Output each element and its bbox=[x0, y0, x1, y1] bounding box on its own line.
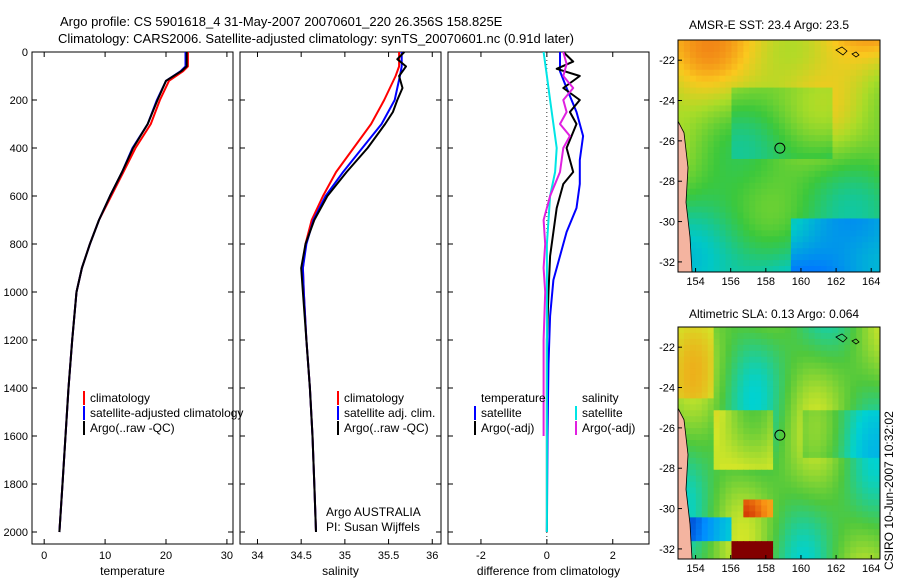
x-tick-label: 10 bbox=[99, 550, 111, 562]
lon-tick-label: 156 bbox=[722, 276, 740, 288]
lat-tick-label: -26 bbox=[659, 423, 675, 435]
map-frame bbox=[677, 326, 881, 560]
temperature-panel: 0 10 20 30 0 200 400 600 800 1000 1200 1400 1600 1800… bbox=[4, 47, 234, 578]
island-outline bbox=[851, 51, 860, 58]
argo-location-marker bbox=[774, 429, 786, 441]
credit-line1: Argo AUSTRALIA bbox=[326, 505, 421, 519]
sla-map: 154 156 158 160 162 164 -22 -24 -26 -28 -30 -32 bbox=[659, 326, 881, 575]
x-tick-label: 34 bbox=[251, 550, 263, 562]
lat-tick-label: -30 bbox=[659, 217, 675, 229]
lat-tick-label: -28 bbox=[659, 463, 675, 475]
island-outline bbox=[835, 333, 848, 343]
lon-tick-label: 160 bbox=[792, 276, 810, 288]
difference-panel: -2 0 2 difference from climatology bbox=[447, 51, 650, 578]
lat-tick-label: -26 bbox=[659, 136, 675, 148]
island-outline bbox=[851, 338, 860, 345]
legend-label: Argo(..raw -QC) bbox=[344, 421, 429, 435]
land-mass bbox=[678, 408, 693, 559]
salinity-legend: climatology satellite adj. clim. Argo(..… bbox=[337, 391, 435, 435]
map-color-field bbox=[678, 40, 880, 272]
lat-tick-label: -24 bbox=[659, 383, 675, 395]
y-tick-label: 800 bbox=[10, 239, 28, 251]
lat-tick-label: -24 bbox=[659, 96, 675, 108]
lon-tick-label: 156 bbox=[722, 563, 740, 575]
map-frame bbox=[677, 39, 881, 273]
series-line-argo-raw-qc- bbox=[300, 51, 407, 533]
plot-frame bbox=[31, 51, 234, 545]
lon-tick-label: 158 bbox=[757, 563, 775, 575]
x-tick-label: 35 bbox=[339, 550, 351, 562]
credit-line2: PI: Susan Wijffels bbox=[326, 520, 420, 534]
y-tick-label: 2000 bbox=[4, 527, 28, 539]
lon-tick-label: 162 bbox=[827, 563, 845, 575]
lat-tick-label: -32 bbox=[659, 544, 675, 556]
series-line-salinity-satellite bbox=[542, 51, 558, 532]
lat-tick-label: -28 bbox=[659, 176, 675, 188]
legend-label: satellite-adjusted climatology bbox=[90, 406, 243, 420]
x-tick-label: -2 bbox=[476, 550, 486, 562]
legend-label: climatology bbox=[90, 391, 150, 405]
lat-tick-label: -22 bbox=[659, 342, 675, 354]
legend-label: Argo(-adj) bbox=[582, 421, 635, 435]
series-line-argo-raw-qc- bbox=[58, 52, 188, 533]
lon-tick-label: 162 bbox=[827, 276, 845, 288]
lon-tick-label: 158 bbox=[757, 276, 775, 288]
series-line-temperature-satellite bbox=[545, 52, 585, 533]
legend-label: temperature bbox=[481, 391, 546, 405]
legend-label: satellite adj. clim. bbox=[344, 406, 435, 420]
footer-timestamp: CSIRO 10-Jun-2007 10:32:02 bbox=[882, 411, 896, 570]
lon-tick-label: 160 bbox=[792, 563, 810, 575]
x-tick-label: 30 bbox=[221, 550, 233, 562]
sst-map-title: AMSR-E SST: 23.4 Argo: 23.5 bbox=[689, 18, 849, 32]
y-tick-label: 0 bbox=[22, 47, 28, 59]
y-tick-label: 400 bbox=[10, 143, 28, 155]
lon-tick-label: 154 bbox=[686, 563, 704, 575]
salinity-panel: 34 34.5 35 35.5 36 salinity bbox=[239, 51, 442, 578]
legend-label: salinity bbox=[582, 391, 619, 405]
figure-title-line2: Climatology: CARS2006. Satellite-adjuste… bbox=[58, 31, 574, 46]
legend-label: satellite bbox=[481, 406, 522, 420]
series-line-salinity-argo-adj- bbox=[542, 51, 575, 436]
x-tick-label: 2 bbox=[610, 550, 616, 562]
y-tick-label: 1200 bbox=[4, 335, 28, 347]
x-axis-label: temperature bbox=[100, 564, 165, 578]
lat-tick-label: -22 bbox=[659, 55, 675, 67]
lon-tick-label: 154 bbox=[686, 276, 704, 288]
x-tick-label: 36 bbox=[426, 550, 438, 562]
difference-legend: temperature satellite Argo(-adj) salinit… bbox=[474, 391, 635, 435]
y-tick-label: 1400 bbox=[4, 383, 28, 395]
island-outline bbox=[835, 46, 848, 56]
x-tick-label: 20 bbox=[160, 550, 172, 562]
lon-tick-label: 164 bbox=[862, 563, 880, 575]
lon-tick-label: 164 bbox=[862, 276, 880, 288]
sla-map-title: Altimetric SLA: 0.13 Argo: 0.064 bbox=[689, 307, 859, 321]
legend-label: climatology bbox=[344, 391, 404, 405]
lat-tick-label: -32 bbox=[659, 257, 675, 269]
x-tick-label: 34.5 bbox=[290, 550, 311, 562]
y-tick-label: 1600 bbox=[4, 431, 28, 443]
x-tick-label: 0 bbox=[41, 550, 47, 562]
legend-label: Argo(..raw -QC) bbox=[90, 421, 175, 435]
y-tick-label: 200 bbox=[10, 95, 28, 107]
legend-label: Argo(-adj) bbox=[481, 421, 534, 435]
sst-map: 154 156 158 160 162 164 -22 -24 -26 -28 -30 -32 bbox=[659, 39, 881, 288]
lat-tick-label: -30 bbox=[659, 504, 675, 516]
y-tick-label: 1000 bbox=[4, 287, 28, 299]
legend-label: satellite bbox=[582, 406, 623, 420]
map-color-field bbox=[678, 327, 880, 559]
x-axis-label: difference from climatology bbox=[477, 564, 620, 578]
series-line-temperature-argo-adj- bbox=[545, 51, 581, 532]
y-tick-label: 600 bbox=[10, 191, 28, 203]
land-mass bbox=[678, 121, 693, 272]
temperature-legend: climatology satellite-adjusted climatolo… bbox=[83, 391, 243, 435]
x-tick-label: 35.5 bbox=[378, 550, 399, 562]
plot-frame bbox=[239, 51, 442, 545]
x-tick-label: 0 bbox=[544, 550, 550, 562]
figure-title-line1: Argo profile: CS 5901618_4 31-May-2007 2… bbox=[60, 14, 503, 29]
x-axis-label: salinity bbox=[322, 564, 359, 578]
argo-location-marker bbox=[774, 142, 786, 154]
y-tick-label: 1800 bbox=[4, 479, 28, 491]
